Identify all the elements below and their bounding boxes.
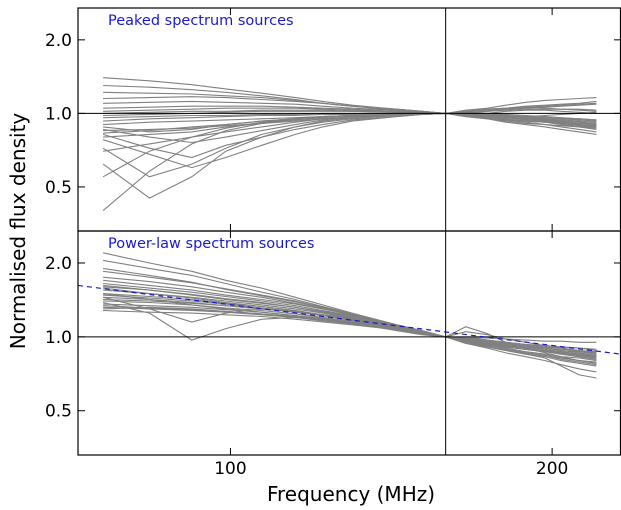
bottom-ytick-label: 2.0 (45, 254, 72, 274)
top-series-line-20 (103, 111, 597, 144)
power-law-fit-line (77, 284, 621, 355)
peaked-panel: 0.5 1.0 2.0 Peaked spectrum sources (45, 7, 621, 232)
top-series-line-21 (103, 107, 597, 123)
top-ytick-label: 1.0 (45, 104, 72, 124)
top-ytick-label: 0.5 (45, 178, 72, 198)
x-axis-label: Frequency (MHz) (267, 482, 435, 506)
bottom-series-line-22 (103, 305, 597, 356)
bottom-xtick-label: 200 (536, 459, 568, 479)
top-panel-annotation: Peaked spectrum sources (108, 13, 294, 29)
top-series-line-17 (103, 77, 597, 135)
top-series-line-2 (102, 112, 597, 199)
bottom-series-line-19 (103, 294, 597, 366)
bottom-series-line-16 (103, 279, 597, 343)
power-law-panel: 0.5 1.0 2.0 100 200 Power-law spectrum source… (45, 230, 621, 479)
bottom-series-line-17 (103, 287, 597, 373)
y-axis-label: Normalised flux density (6, 113, 30, 350)
bottom-xtick-label: 100 (214, 459, 246, 479)
bottom-ytick-label: 0.5 (45, 402, 72, 422)
top-ytick-label: 2.0 (45, 31, 72, 51)
bottom-panel-annotation: Power-law spectrum sources (108, 236, 314, 252)
bottom-ytick-label: 1.0 (45, 328, 72, 348)
top-series-line-8 (103, 112, 597, 129)
bottom-series-line-15 (103, 293, 597, 364)
bottom-series-line-23 (103, 267, 597, 363)
bottom-series-line-14 (102, 301, 597, 356)
